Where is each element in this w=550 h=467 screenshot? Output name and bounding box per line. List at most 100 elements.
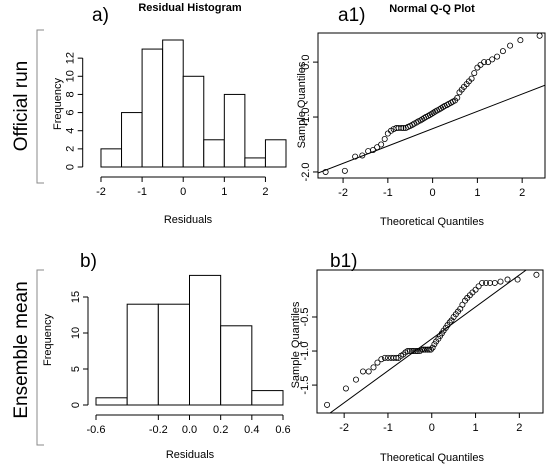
y-tick-label: 4 xyxy=(65,128,77,134)
point xyxy=(398,125,405,132)
point xyxy=(446,319,453,326)
y-tick-label: 10 xyxy=(70,327,82,339)
bar xyxy=(244,157,266,168)
point xyxy=(481,59,488,66)
point xyxy=(517,37,524,44)
point xyxy=(472,286,479,293)
point xyxy=(494,53,501,60)
point xyxy=(410,348,417,355)
point xyxy=(359,152,366,159)
bar xyxy=(157,303,190,406)
bar xyxy=(126,303,159,406)
point xyxy=(404,348,411,355)
point xyxy=(499,48,506,55)
x-tick-label: 1 xyxy=(474,187,480,199)
x-tick-label: 2 xyxy=(262,186,268,198)
point xyxy=(426,346,433,353)
point xyxy=(370,146,377,153)
y-tick-label: 10 xyxy=(65,70,77,82)
bar xyxy=(189,274,222,406)
x-tick-label: 0.0 xyxy=(182,424,197,436)
point xyxy=(424,346,431,353)
plot-frame xyxy=(317,32,546,179)
x-tick-label: -1 xyxy=(383,422,393,434)
x-tick-label: 0 xyxy=(430,187,436,199)
bar xyxy=(182,75,205,168)
x-tick-label: 1 xyxy=(221,186,227,198)
point xyxy=(483,279,490,286)
point xyxy=(400,125,407,132)
y-tick-label: -1.0 xyxy=(300,108,312,127)
point xyxy=(378,141,385,148)
point xyxy=(374,144,381,151)
y-tick-label: 2 xyxy=(65,146,77,152)
x-tick-label: 0.4 xyxy=(244,424,259,436)
y-tick-label: -0.5 xyxy=(299,308,311,327)
chart-title: Normal Q-Q Plot xyxy=(389,3,475,15)
x-axis-label: Residuals xyxy=(164,214,213,226)
point xyxy=(533,271,540,278)
point xyxy=(384,130,391,137)
point xyxy=(429,344,436,351)
x-tick-label: -2 xyxy=(339,422,349,434)
panel-label: a1) xyxy=(338,5,365,26)
y-tick-label: -2.0 xyxy=(300,162,312,181)
point xyxy=(381,354,388,361)
point xyxy=(459,301,466,308)
y-tick-label: 5 xyxy=(70,366,82,372)
x-tick-label: 2 xyxy=(519,187,525,199)
y-tick-label: 8 xyxy=(65,91,77,97)
point xyxy=(341,167,348,174)
point xyxy=(489,56,496,63)
point xyxy=(420,346,427,353)
point xyxy=(378,356,385,363)
y-tick-label: 6 xyxy=(65,110,77,116)
point xyxy=(477,61,484,68)
point xyxy=(352,376,359,383)
y-tick-label: 0 xyxy=(70,402,82,408)
point xyxy=(406,348,413,355)
y-tick-label: -1.5 xyxy=(299,376,311,395)
y-tick-label: 12 xyxy=(65,52,77,64)
x-tick-label: 0 xyxy=(429,422,435,434)
x-tick-label: 0.6 xyxy=(275,424,290,436)
panel-label: b1) xyxy=(330,251,357,272)
point xyxy=(418,346,425,353)
chart-title: Residual Histogram xyxy=(138,2,242,14)
y-tick-label: 15 xyxy=(70,291,82,303)
y-tick-label: -1.0 xyxy=(299,342,311,361)
x-tick-label: -0.2 xyxy=(149,424,168,436)
point xyxy=(342,385,349,392)
x-axis-label: Theoretical Quantiles xyxy=(380,452,484,464)
bar xyxy=(264,139,287,168)
y-axis-label: Sample Quantiles xyxy=(290,301,302,388)
bar xyxy=(141,48,164,168)
panel-label: b) xyxy=(80,251,97,272)
panel-label: a) xyxy=(92,5,109,26)
x-axis-label: Theoretical Quantiles xyxy=(380,216,484,228)
x-tick-label: 0 xyxy=(180,186,186,198)
point xyxy=(409,348,416,355)
x-tick-label: -1 xyxy=(137,186,147,198)
point xyxy=(422,346,429,353)
y-axis-label: Frequency xyxy=(52,78,64,130)
row-label: Official run xyxy=(11,61,32,151)
bar xyxy=(121,112,143,168)
x-tick-label: 0.2 xyxy=(213,424,228,436)
point xyxy=(370,364,377,371)
plot-frame xyxy=(316,269,544,414)
point xyxy=(479,279,486,286)
x-tick-label: -2 xyxy=(338,187,348,199)
x-tick-label: -0.6 xyxy=(87,424,106,436)
point xyxy=(491,279,498,286)
y-axis-label: Frequency xyxy=(42,314,54,366)
x-tick-label: -1 xyxy=(383,187,393,199)
point xyxy=(474,64,481,71)
y-axis-label: Sample Quantiles xyxy=(296,61,308,148)
point xyxy=(485,59,492,66)
bracket xyxy=(36,29,44,184)
point xyxy=(454,94,461,101)
point xyxy=(497,278,504,285)
bar xyxy=(162,39,184,168)
point xyxy=(322,168,329,175)
